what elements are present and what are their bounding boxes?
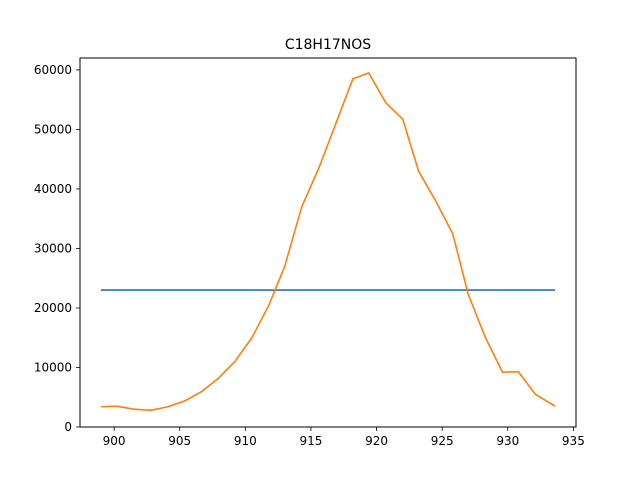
x-tick-label: 905 [168, 434, 191, 448]
x-axis: 900 905 910 915 920 925 930 935 [103, 427, 585, 448]
y-tick-label: 10000 [34, 360, 72, 374]
y-tick-label: 40000 [34, 182, 72, 196]
series-line-2 [100, 72, 556, 412]
y-axis: 0 10000 20000 30000 40000 50000 60000 [34, 63, 80, 434]
y-tick-label: 30000 [34, 241, 72, 255]
plot-area [80, 58, 576, 427]
y-tick-label: 0 [64, 420, 72, 434]
y-tick-label: 50000 [34, 122, 72, 136]
x-tick-label: 915 [299, 434, 322, 448]
x-tick-label: 910 [234, 434, 257, 448]
y-tick-label: 20000 [34, 301, 72, 315]
x-tick-label: 900 [103, 434, 126, 448]
x-tick-label: 935 [562, 434, 585, 448]
y-tick-label: 60000 [34, 63, 72, 77]
x-tick-label: 920 [365, 434, 388, 448]
x-tick-label: 930 [496, 434, 519, 448]
x-tick-label: 925 [431, 434, 454, 448]
series-layer [100, 72, 556, 412]
chart-title: C18H17NOS [285, 37, 371, 53]
plot-frame [79, 57, 577, 428]
